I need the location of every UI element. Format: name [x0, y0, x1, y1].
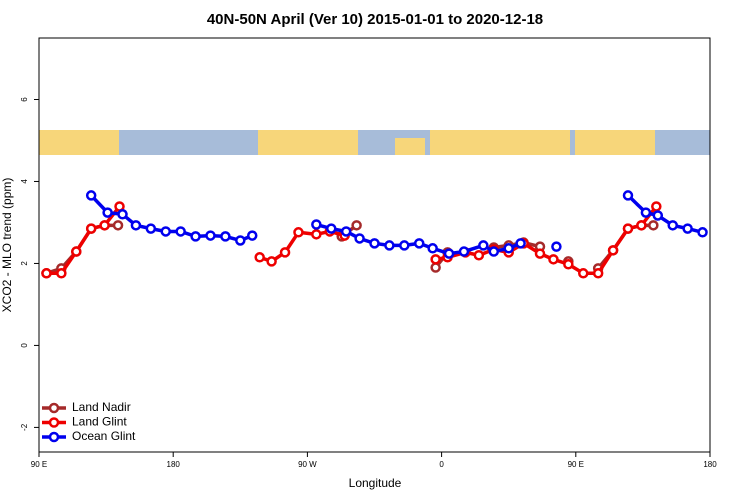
y-tick-label: 6	[20, 97, 29, 102]
data-point	[311, 229, 322, 240]
data-point	[266, 256, 277, 267]
legend-marker	[48, 417, 60, 428]
data-point	[112, 220, 124, 231]
legend-marker	[48, 431, 60, 443]
data-point	[430, 262, 441, 273]
x-tick-label: 90 E	[31, 460, 47, 469]
legend-label: Ocean Glint	[72, 429, 136, 443]
x-axis-label: Longitude	[349, 476, 402, 490]
chart-title: 40N-50N April (Ver 10) 2015-01-01 to 202…	[207, 11, 543, 28]
data-point	[578, 268, 589, 279]
data-point	[117, 209, 128, 220]
y-tick-label: 0	[20, 343, 29, 348]
data-point	[640, 207, 652, 218]
data-point	[682, 223, 693, 234]
y-tick-label: 4	[20, 179, 29, 184]
data-point	[384, 240, 395, 251]
data-point	[399, 240, 410, 251]
x-tick-label: 0	[439, 460, 444, 469]
x-tick-label: 180	[167, 460, 181, 469]
data-point	[279, 247, 291, 258]
data-point	[473, 249, 485, 261]
data-point	[102, 207, 113, 218]
data-point	[293, 227, 304, 238]
data-point	[488, 246, 500, 257]
data-point	[622, 190, 634, 201]
data-point	[548, 254, 559, 265]
data-point	[205, 230, 216, 241]
data-point	[592, 268, 604, 279]
data-point	[636, 220, 647, 231]
plot-frame	[38, 37, 711, 453]
series-line	[89, 194, 703, 256]
data-point	[351, 220, 362, 231]
y-axis-label: XCO2 - MLO trend (ppm)	[0, 178, 14, 313]
legend-marker	[48, 402, 60, 414]
data-point	[326, 223, 337, 234]
data-point	[41, 268, 52, 279]
map-band	[39, 130, 710, 155]
data-point	[551, 241, 562, 252]
data-point	[648, 220, 659, 231]
data-point	[515, 238, 526, 249]
data-point	[71, 246, 82, 257]
data-point	[85, 190, 97, 201]
data-point	[85, 223, 97, 234]
data-point	[175, 226, 186, 237]
data-point	[534, 248, 546, 259]
data-point	[478, 240, 489, 251]
data-point	[667, 220, 678, 231]
data-point	[697, 227, 708, 238]
data-point	[443, 248, 455, 259]
x-tick-label: 180	[703, 460, 717, 469]
data-point	[130, 220, 142, 231]
legend-label: Land Glint	[72, 415, 127, 429]
legend-label: Land Nadir	[72, 400, 131, 414]
data-point	[563, 259, 574, 270]
data-point	[354, 233, 365, 244]
data-point	[145, 223, 157, 234]
x-tick-label: 90 W	[298, 460, 317, 469]
data-point	[246, 230, 258, 241]
data-point	[607, 245, 619, 256]
data-point	[430, 254, 441, 265]
data-point	[311, 219, 322, 230]
data-point	[99, 220, 110, 231]
data-point	[235, 235, 246, 246]
data-point	[340, 226, 352, 237]
data-point	[503, 243, 514, 254]
data-point	[427, 243, 438, 254]
data-point	[220, 231, 231, 242]
data-point	[622, 223, 634, 234]
data-point	[56, 268, 67, 279]
y-tick-label: -2	[20, 423, 29, 431]
data-point	[413, 238, 425, 249]
y-tick-label: 2	[20, 261, 29, 266]
data-point	[190, 231, 201, 242]
data-point	[369, 238, 380, 249]
data-point	[458, 246, 470, 257]
data-point	[652, 210, 664, 221]
data-point	[254, 252, 265, 263]
data-point	[651, 201, 662, 212]
data-point	[160, 226, 171, 237]
x-tick-label: 90 E	[568, 460, 584, 469]
